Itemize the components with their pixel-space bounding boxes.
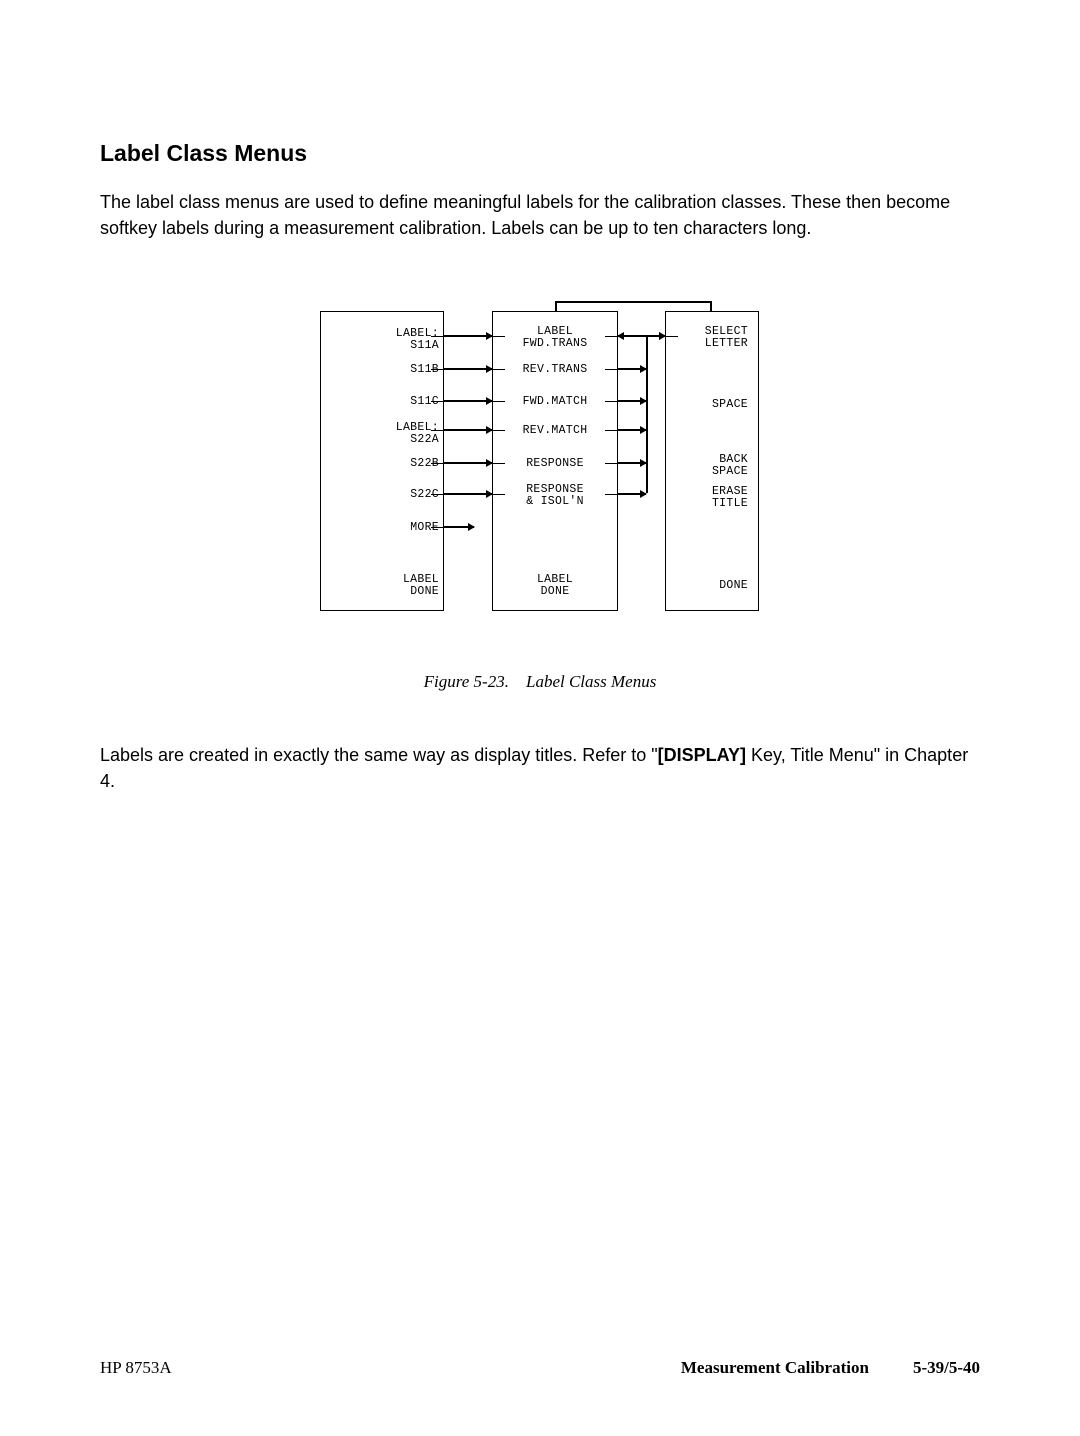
menu2-item-response: RESPONSE (493, 456, 617, 472)
diagram-top-drop-right (710, 301, 712, 311)
footer-page-number: 5-39/5-40 (913, 1358, 980, 1378)
arrow-icon (618, 368, 646, 370)
arrow-icon (618, 493, 646, 495)
section-title: Label Class Menus (100, 140, 980, 167)
figure-wrap: LABEL: S11A S11B S11C LABEL: S22A S22B S… (100, 311, 980, 692)
figure-caption: Figure 5-23. Label Class Menus (100, 672, 980, 692)
menu3-item-back-space: BACK SPACE (708, 452, 752, 480)
arrow-icon (444, 335, 492, 337)
arrow-icon (444, 526, 474, 528)
closing-paragraph: Labels are created in exactly the same w… (100, 742, 980, 794)
arrow-icon (444, 368, 492, 370)
diagram-top-drop-mid (555, 301, 557, 311)
menu3-item-select-letter: SELECT LETTER (701, 324, 752, 352)
menu3-item-done: DONE (715, 578, 752, 594)
footer-chapter-title: Measurement Calibration (681, 1358, 869, 1378)
menu2-item-rev-trans: REV.TRANS (493, 362, 617, 378)
menu2-item-response-isoln: RESPONSE & ISOL'N (493, 482, 617, 510)
diagram-vert-join (646, 335, 648, 493)
menu3-item-erase-title: ERASE TITLE (708, 484, 752, 512)
menu2-item-fwd-match: FWD.MATCH (493, 394, 617, 410)
menu2-item-rev-match: REV.MATCH (493, 423, 617, 439)
arrow-icon (444, 429, 492, 431)
menu2-item-label-done: LABEL DONE (493, 572, 617, 600)
footer-model: HP 8753A (100, 1358, 172, 1378)
menu3-item-space: SPACE (708, 397, 752, 413)
figure-title: Label Class Menus (526, 672, 656, 691)
arrow-icon (444, 400, 492, 402)
menu-column-3: SELECT LETTER SPACE BACK SPACE ERASE TIT… (665, 311, 759, 611)
diagram-top-bar (555, 301, 710, 303)
label-class-menus-diagram: LABEL: S11A S11B S11C LABEL: S22A S22B S… (320, 311, 760, 621)
display-key-bold: [DISPLAY] (658, 745, 746, 765)
menu1-item-s11a: LABEL: S11A (392, 326, 443, 354)
arrow-icon (444, 462, 492, 464)
arrow-icon (618, 462, 646, 464)
menu2-item-fwd-trans: LABEL FWD.TRANS (493, 324, 617, 352)
figure-number: Figure 5-23. (424, 672, 509, 691)
menu-column-2: LABEL FWD.TRANS REV.TRANS FWD.MATCH REV.… (492, 311, 618, 611)
menu1-item-label-done: LABEL DONE (399, 572, 443, 600)
arrow-icon (618, 400, 646, 402)
closing-para-text-pre: Labels are created in exactly the same w… (100, 745, 658, 765)
menu-column-1: LABEL: S11A S11B S11C LABEL: S22A S22B S… (320, 311, 444, 611)
arrow-icon (444, 493, 492, 495)
intro-paragraph: The label class menus are used to define… (100, 189, 980, 241)
page-footer: HP 8753A Measurement Calibration 5-39/5-… (100, 1358, 980, 1378)
arrow-icon (646, 335, 665, 337)
menu1-item-s22a: LABEL: S22A (392, 420, 443, 448)
page: Label Class Menus The label class menus … (0, 0, 1080, 1436)
arrow-icon (618, 429, 646, 431)
